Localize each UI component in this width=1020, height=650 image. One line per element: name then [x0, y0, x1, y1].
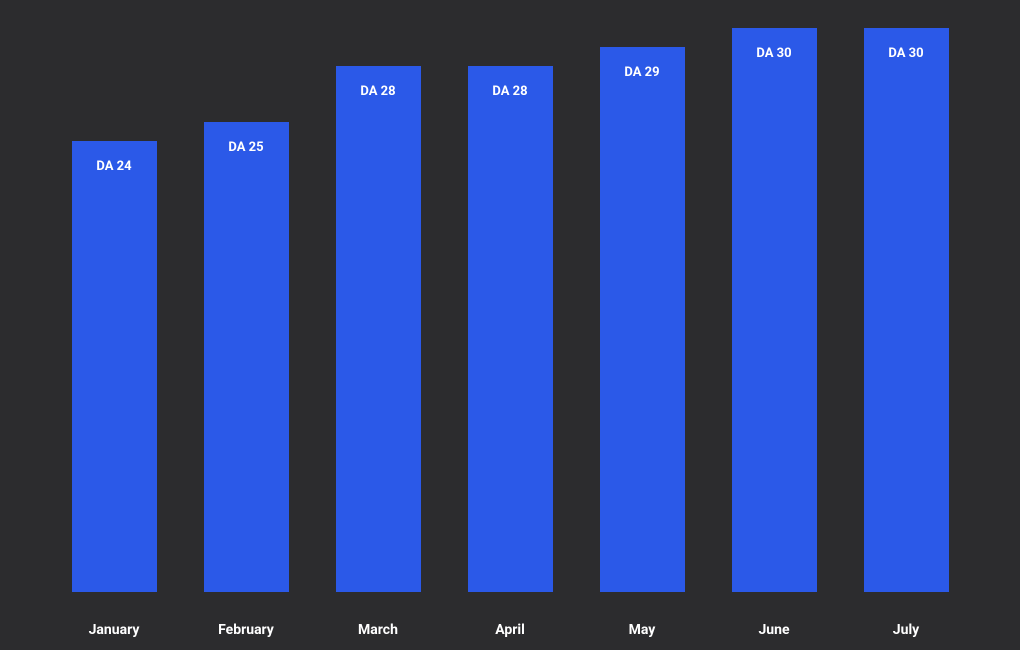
bar-group: DA 30 June [732, 28, 817, 650]
bar: DA 30 [732, 28, 817, 592]
bar: DA 24 [72, 141, 157, 592]
bar-value-label: DA 24 [96, 159, 131, 174]
xaxis-label: March [358, 622, 398, 638]
bar-value-label: DA 30 [888, 46, 923, 61]
bar: DA 28 [336, 66, 421, 592]
bar-group: DA 25 February [204, 28, 289, 650]
bar-value-label: DA 28 [492, 84, 527, 99]
bar-plot-column: DA 29 [600, 28, 685, 592]
bar: DA 28 [468, 66, 553, 592]
da-bar-chart: DA 24JanuaryDA 25FebruaryDA 28MarchDA 28… [0, 0, 1020, 650]
xaxis-label-wrap: February [218, 592, 274, 650]
bar-value-label: DA 28 [360, 84, 395, 99]
bar-value-label: DA 30 [756, 46, 791, 61]
bar: DA 30 [864, 28, 949, 592]
xaxis-label: January [89, 622, 140, 638]
bars-container: DA 24JanuaryDA 25FebruaryDA 28MarchDA 28… [0, 0, 1020, 650]
xaxis-label: May [629, 622, 656, 638]
bar-value-label: DA 25 [228, 140, 263, 155]
bar: DA 25 [204, 122, 289, 592]
bar-group: DA 30 July [864, 28, 949, 650]
bar-group: DA 28 March [336, 28, 421, 650]
xaxis-label: February [218, 622, 274, 638]
xaxis-label-wrap: April [495, 592, 525, 650]
bar-plot-column: DA 25 [204, 28, 289, 592]
xaxis-label: June [758, 622, 789, 638]
xaxis-label-wrap: July [893, 592, 919, 650]
xaxis-label-wrap: January [89, 592, 140, 650]
bar-value-label: DA 29 [624, 65, 659, 80]
bar-plot-column: DA 28 [468, 28, 553, 592]
bar-plot-column: DA 28 [336, 28, 421, 592]
bar-plot-column: DA 30 [864, 28, 949, 592]
bar-plot-column: DA 24 [72, 28, 157, 592]
bar-plot-column: DA 30 [732, 28, 817, 592]
xaxis-label-wrap: June [758, 592, 789, 650]
bar-group: DA 28 April [468, 28, 553, 650]
xaxis-label: April [495, 622, 525, 638]
xaxis-label-wrap: March [358, 592, 398, 650]
bar: DA 29 [600, 47, 685, 592]
bar-group: DA 29 May [600, 28, 685, 650]
bar-group: DA 24 January [72, 28, 157, 650]
xaxis-label-wrap: May [629, 592, 656, 650]
xaxis-label: July [893, 622, 919, 638]
